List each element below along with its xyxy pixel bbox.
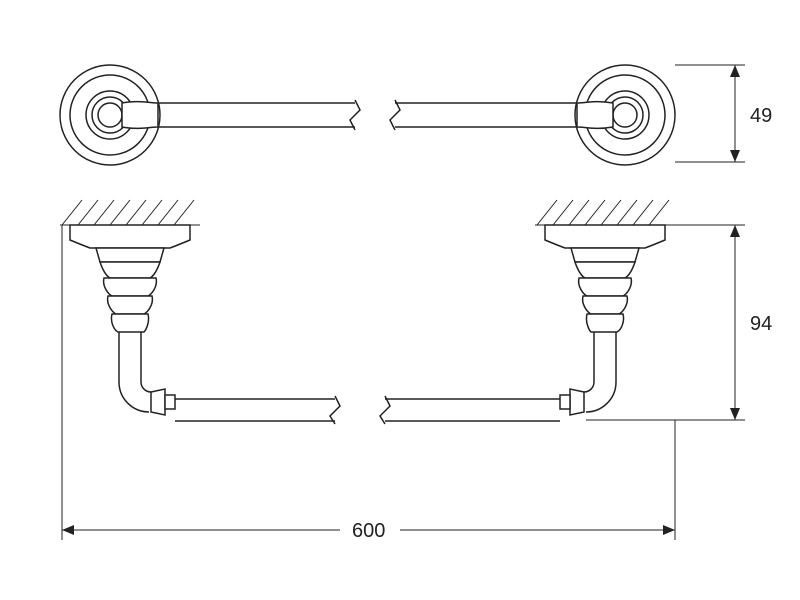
dim-600-label: 600 [352, 520, 385, 542]
hatch-right [535, 200, 675, 225]
front-bar [175, 396, 560, 424]
front-view [60, 200, 675, 424]
bracket-right [545, 225, 665, 415]
dim-94-label: 94 [750, 313, 772, 335]
rosette-right [575, 65, 675, 165]
rosette-left [60, 65, 160, 165]
top-bar [158, 100, 577, 130]
dim-49: 49 [675, 65, 772, 162]
top-view [60, 65, 675, 165]
hatch-left [60, 200, 200, 225]
bracket-left [70, 225, 190, 415]
dim-49-label: 49 [750, 105, 772, 127]
